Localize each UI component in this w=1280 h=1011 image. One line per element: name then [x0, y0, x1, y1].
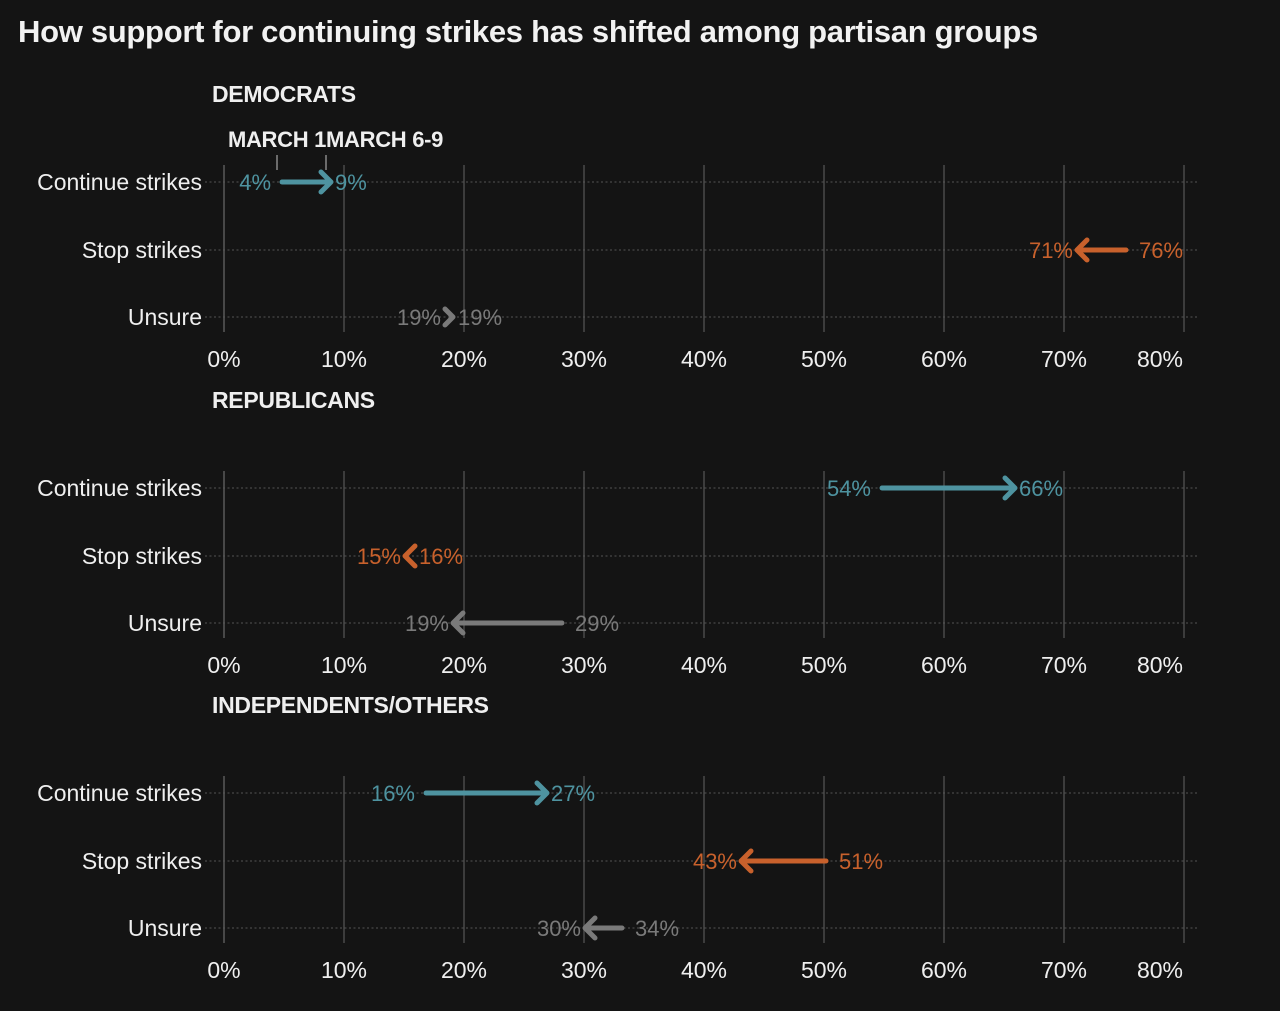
x-tick-label: 50% — [801, 652, 847, 678]
start-value-label: 16% — [371, 781, 415, 806]
change-arrowhead — [442, 306, 456, 328]
x-tick-label: 0% — [207, 957, 240, 983]
end-value-label: 66% — [1019, 476, 1063, 501]
start-value-label: 16% — [419, 544, 463, 569]
change-arrowhead — [1074, 237, 1090, 263]
x-tick-label: 60% — [921, 957, 967, 983]
start-value-label: 29% — [575, 611, 619, 636]
row-label: Unsure — [128, 610, 202, 636]
change-arrowhead — [318, 169, 334, 195]
x-tick-label: 20% — [441, 346, 487, 372]
legend-end-label: MARCH 6-9 — [326, 127, 443, 152]
start-value-label: 19% — [397, 305, 441, 330]
x-tick-label: 10% — [321, 652, 367, 678]
start-value-label: 34% — [635, 916, 679, 941]
panel-title: INDEPENDENTS/OTHERS — [212, 692, 489, 718]
x-tick-label: 30% — [561, 957, 607, 983]
x-tick-label: 0% — [207, 652, 240, 678]
x-tick-label: 0% — [207, 346, 240, 372]
change-arrowhead — [582, 915, 598, 941]
change-arrowhead — [450, 610, 466, 636]
chart-title: How support for continuing strikes has s… — [18, 14, 1038, 49]
x-tick-label: 80% — [1137, 346, 1183, 372]
x-tick-label: 40% — [681, 346, 727, 372]
row-label: Unsure — [128, 304, 202, 330]
x-tick-label: 30% — [561, 346, 607, 372]
x-tick-label: 10% — [321, 957, 367, 983]
x-tick-label: 70% — [1041, 652, 1087, 678]
x-tick-label: 60% — [921, 652, 967, 678]
start-value-label: 51% — [839, 849, 883, 874]
start-value-label: 4% — [239, 170, 271, 195]
row-label: Unsure — [128, 915, 202, 941]
x-tick-label: 30% — [561, 652, 607, 678]
x-tick-label: 60% — [921, 346, 967, 372]
change-arrowhead — [738, 848, 754, 874]
change-arrowhead — [534, 780, 550, 806]
end-value-label: 15% — [357, 544, 401, 569]
end-value-label: 71% — [1029, 238, 1073, 263]
change-arrowhead — [1002, 475, 1018, 501]
row-label: Stop strikes — [82, 848, 202, 874]
end-value-label: 43% — [693, 849, 737, 874]
panel-title: REPUBLICANS — [212, 387, 375, 413]
end-value-label: 19% — [405, 611, 449, 636]
x-tick-label: 20% — [441, 652, 487, 678]
row-label: Continue strikes — [37, 780, 202, 806]
end-value-label: 19% — [458, 305, 502, 330]
row-label: Continue strikes — [37, 475, 202, 501]
x-tick-label: 40% — [681, 957, 727, 983]
row-label: Stop strikes — [82, 237, 202, 263]
x-tick-label: 50% — [801, 346, 847, 372]
x-tick-label: 50% — [801, 957, 847, 983]
x-tick-label: 40% — [681, 652, 727, 678]
x-tick-label: 80% — [1137, 652, 1183, 678]
row-label: Stop strikes — [82, 543, 202, 569]
x-tick-label: 20% — [441, 957, 487, 983]
row-label: Continue strikes — [37, 169, 202, 195]
panel-title: DEMOCRATS — [212, 81, 356, 107]
change-arrowhead — [402, 543, 418, 569]
end-value-label: 27% — [551, 781, 595, 806]
start-value-label: 54% — [827, 476, 871, 501]
x-tick-label: 80% — [1137, 957, 1183, 983]
end-value-label: 30% — [537, 916, 581, 941]
x-tick-label: 70% — [1041, 957, 1087, 983]
end-value-label: 9% — [335, 170, 367, 195]
start-value-label: 76% — [1139, 238, 1183, 263]
legend-start-label: MARCH 1 — [228, 127, 326, 152]
x-tick-label: 10% — [321, 346, 367, 372]
x-tick-label: 70% — [1041, 346, 1087, 372]
